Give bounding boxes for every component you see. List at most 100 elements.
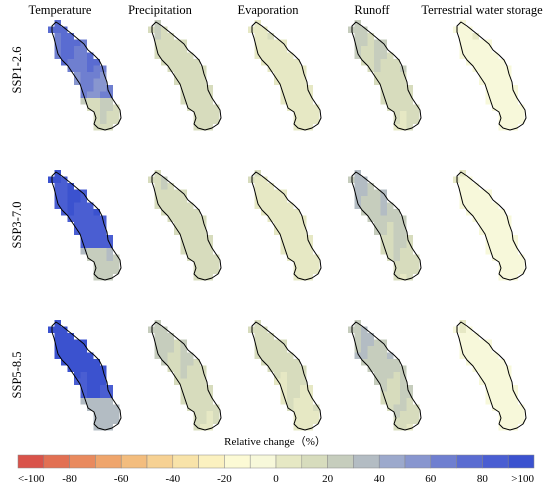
grid-cell bbox=[93, 85, 100, 92]
grid-cell bbox=[374, 378, 381, 385]
grid-cell bbox=[106, 254, 113, 261]
grid-cell bbox=[511, 398, 518, 405]
grid-cell bbox=[380, 72, 387, 79]
grid-cell bbox=[498, 385, 505, 392]
grid-cell bbox=[80, 365, 87, 372]
grid-cell bbox=[511, 385, 518, 392]
grid-cell bbox=[293, 78, 300, 85]
grid-cell bbox=[267, 46, 274, 53]
grid-cell bbox=[287, 241, 294, 248]
basin-outline bbox=[151, 21, 222, 131]
grid-cell bbox=[54, 183, 61, 190]
grid-cell bbox=[505, 65, 512, 72]
grid-cell bbox=[300, 222, 307, 229]
grid-cell bbox=[261, 189, 268, 196]
grid-cell bbox=[61, 26, 68, 33]
grid-cell bbox=[293, 411, 300, 418]
basin-outline bbox=[456, 21, 527, 131]
grid-cell bbox=[287, 248, 294, 255]
grid-cell bbox=[206, 417, 213, 424]
grid-cell bbox=[387, 209, 394, 216]
grid-cell bbox=[393, 254, 400, 261]
grid-cell bbox=[406, 124, 413, 131]
grid-cell bbox=[206, 261, 213, 268]
grid-cell bbox=[466, 202, 473, 209]
grid-cell bbox=[380, 235, 387, 242]
grid-cell bbox=[387, 228, 394, 235]
grid-cell bbox=[393, 117, 400, 124]
grid-cell bbox=[80, 46, 87, 53]
grid-cell bbox=[505, 365, 512, 372]
grid-cell bbox=[113, 117, 120, 124]
grid-cell bbox=[87, 248, 94, 255]
grid-cell bbox=[406, 391, 413, 398]
grid-cell bbox=[393, 235, 400, 242]
grid-cell bbox=[361, 352, 368, 359]
grid-cell bbox=[300, 274, 307, 281]
grid-cell bbox=[306, 404, 313, 411]
grid-cell bbox=[293, 65, 300, 72]
grid-cell bbox=[498, 209, 505, 216]
map-panel bbox=[248, 20, 322, 131]
grid-cell bbox=[187, 72, 194, 79]
grid-cell bbox=[154, 39, 161, 46]
grid-cell bbox=[200, 222, 207, 229]
colorbar-tick-label: -40 bbox=[165, 473, 180, 485]
grid-cell bbox=[498, 91, 505, 98]
grid-cell bbox=[267, 333, 274, 340]
grid-cell bbox=[413, 254, 420, 261]
grid-cell bbox=[406, 404, 413, 411]
grid-cell bbox=[459, 52, 466, 59]
grid-cell bbox=[261, 52, 268, 59]
grid-cell bbox=[161, 46, 168, 53]
grid-cell bbox=[274, 196, 281, 203]
grid-cell bbox=[113, 254, 120, 261]
grid-cell bbox=[167, 39, 174, 46]
grid-cell bbox=[200, 267, 207, 274]
grid-cell bbox=[361, 46, 368, 53]
grid-cell bbox=[93, 267, 100, 274]
grid-cell bbox=[254, 196, 261, 203]
grid-cell bbox=[300, 91, 307, 98]
grid-cell bbox=[274, 202, 281, 209]
grid-cell bbox=[511, 411, 518, 418]
grid-cell bbox=[193, 104, 200, 111]
grid-cell bbox=[472, 352, 479, 359]
grid-cell bbox=[174, 39, 181, 46]
column-title: Terrestrial water storage bbox=[421, 3, 543, 17]
grid-cell bbox=[200, 378, 207, 385]
grid-cell bbox=[261, 33, 268, 40]
basin-outline bbox=[51, 21, 122, 131]
grid-cell bbox=[61, 196, 68, 203]
grid-cell bbox=[374, 365, 381, 372]
grid-cell bbox=[400, 215, 407, 222]
grid-cell bbox=[400, 104, 407, 111]
grid-cell bbox=[511, 235, 518, 242]
grid-cell bbox=[274, 39, 281, 46]
grid-cell bbox=[80, 372, 87, 379]
grid-cell bbox=[505, 274, 512, 281]
grid-cell bbox=[154, 196, 161, 203]
grid-cell bbox=[54, 52, 61, 59]
grid-cell bbox=[100, 378, 107, 385]
grid-cell bbox=[200, 85, 207, 92]
grid-cell bbox=[206, 104, 213, 111]
grid-cell bbox=[180, 339, 187, 346]
grid-cell bbox=[459, 189, 466, 196]
grid-cell bbox=[406, 385, 413, 392]
grid-cell bbox=[293, 209, 300, 216]
grid-cell bbox=[87, 404, 94, 411]
grid-cell bbox=[106, 248, 113, 255]
grid-cell bbox=[61, 33, 68, 40]
grid-cell bbox=[193, 215, 200, 222]
grid-cell bbox=[387, 65, 394, 72]
grid-cell bbox=[406, 104, 413, 111]
grid-cell bbox=[80, 228, 87, 235]
grid-cell bbox=[472, 365, 479, 372]
grid-cell bbox=[80, 98, 87, 105]
colorbar-cell bbox=[224, 454, 251, 469]
grid-cell bbox=[93, 104, 100, 111]
grid-cell bbox=[492, 254, 499, 261]
grid-cell bbox=[187, 65, 194, 72]
grid-cell bbox=[400, 72, 407, 79]
